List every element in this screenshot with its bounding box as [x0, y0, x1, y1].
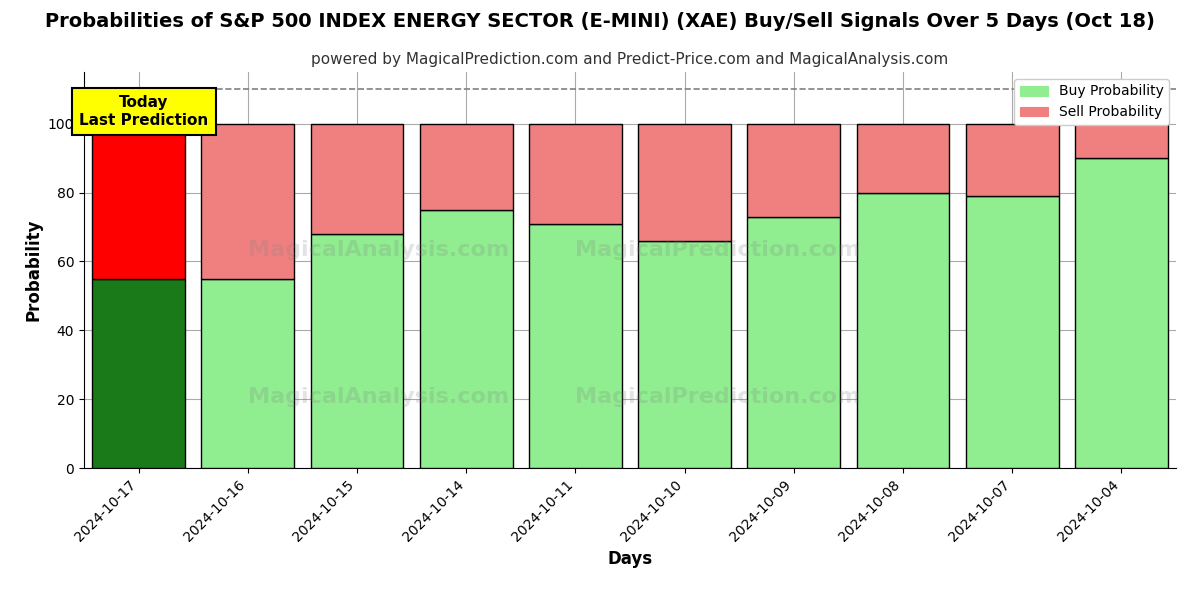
Bar [966, 196, 1058, 468]
Bar [638, 241, 731, 468]
Bar [748, 217, 840, 468]
Text: Probabilities of S&P 500 INDEX ENERGY SECTOR (E-MINI) (XAE) Buy/Sell Signals Ove: Probabilities of S&P 500 INDEX ENERGY SE… [46, 12, 1154, 31]
Bar [311, 124, 403, 234]
Text: MagicalPrediction.com: MagicalPrediction.com [575, 240, 860, 260]
Bar [857, 193, 949, 468]
Bar [857, 124, 949, 193]
Y-axis label: Probability: Probability [24, 219, 42, 321]
Text: MagicalAnalysis.com: MagicalAnalysis.com [248, 240, 510, 260]
X-axis label: Days: Days [607, 550, 653, 568]
Text: Today
Last Prediction: Today Last Prediction [79, 95, 209, 128]
Bar [638, 124, 731, 241]
Bar [1075, 158, 1168, 468]
Bar [1075, 124, 1168, 158]
Bar [202, 124, 294, 278]
Bar [420, 210, 512, 468]
Title: powered by MagicalPrediction.com and Predict-Price.com and MagicalAnalysis.com: powered by MagicalPrediction.com and Pre… [311, 52, 949, 67]
Bar [420, 124, 512, 210]
Bar [529, 124, 622, 224]
Bar [529, 224, 622, 468]
Bar [92, 124, 185, 278]
Bar [92, 278, 185, 468]
Text: MagicalAnalysis.com: MagicalAnalysis.com [248, 387, 510, 407]
Bar [202, 278, 294, 468]
Bar [311, 234, 403, 468]
Legend: Buy Probability, Sell Probability: Buy Probability, Sell Probability [1014, 79, 1169, 125]
Text: MagicalPrediction.com: MagicalPrediction.com [575, 387, 860, 407]
Bar [748, 124, 840, 217]
Bar [966, 124, 1058, 196]
